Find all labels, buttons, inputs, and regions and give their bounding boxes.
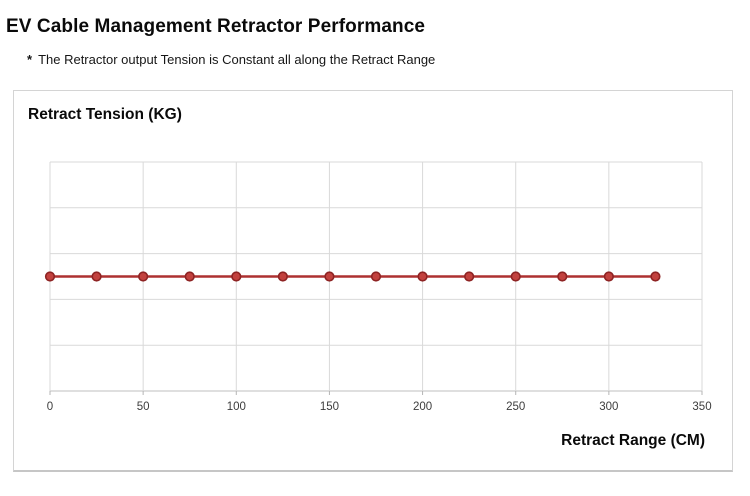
x-tick-label: 200 bbox=[413, 401, 432, 413]
data-point-marker bbox=[138, 271, 149, 282]
x-tick-label: 150 bbox=[320, 401, 339, 413]
data-point-marker bbox=[510, 271, 521, 282]
data-point-marker bbox=[650, 271, 661, 282]
chart-panel: Retract Tension (KG) 0 50 100 150 200 250 300 3… bbox=[13, 90, 733, 472]
line-chart-plot-area: 0 50 100 150 200 250 300 350 bbox=[44, 161, 712, 413]
chart-x-axis-title: Retract Range (CM) bbox=[561, 432, 705, 449]
data-point-marker bbox=[557, 271, 568, 282]
x-tick-label: 250 bbox=[506, 401, 525, 413]
x-tick-label: 300 bbox=[599, 401, 618, 413]
note-bullet: * bbox=[27, 52, 33, 67]
data-point-marker bbox=[464, 271, 475, 282]
page-title: EV Cable Management Retractor Performanc… bbox=[6, 16, 426, 37]
data-point-marker bbox=[184, 271, 195, 282]
note-line: * The Retractor output Tension is Constan… bbox=[27, 52, 435, 67]
x-tick-label: 0 bbox=[47, 401, 53, 413]
x-tick-label: 350 bbox=[692, 401, 711, 413]
data-point-marker bbox=[417, 271, 428, 282]
data-point-marker bbox=[324, 271, 335, 282]
data-point-marker bbox=[231, 271, 242, 282]
data-point-marker bbox=[44, 271, 56, 282]
data-point-marker bbox=[370, 271, 382, 282]
x-tick-label: 100 bbox=[227, 401, 246, 413]
data-point-marker bbox=[277, 271, 288, 282]
data-point-marker bbox=[91, 271, 102, 282]
data-point-marker bbox=[603, 271, 614, 282]
chart-y-axis-title: Retract Tension (KG) bbox=[28, 106, 182, 123]
x-tick-label: 50 bbox=[137, 401, 150, 413]
note-text: The Retractor output Tension is Constant… bbox=[38, 52, 436, 67]
